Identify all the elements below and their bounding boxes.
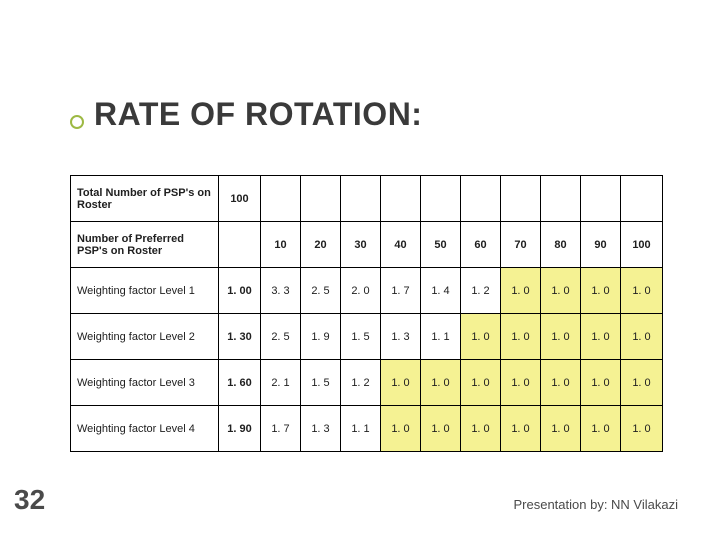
data-cell: 1. 0 [501, 406, 541, 452]
title-block: RATE OF ROTATION: [70, 96, 422, 133]
data-cell: 1. 0 [501, 268, 541, 314]
data-cell: 3. 3 [261, 268, 301, 314]
data-cell: 1. 9 [301, 314, 341, 360]
data-cell: 1. 3 [381, 314, 421, 360]
data-cell: 1. 5 [341, 314, 381, 360]
row-factor: 1. 60 [219, 360, 261, 406]
data-cell: 1. 0 [621, 406, 663, 452]
header-total-label: Total Number of PSP's on Roster [71, 176, 219, 222]
col-header: 60 [461, 222, 501, 268]
data-cell: 1. 0 [421, 406, 461, 452]
data-cell: 2. 1 [261, 360, 301, 406]
data-cell: 2. 0 [341, 268, 381, 314]
empty-cell [301, 176, 341, 222]
row-factor: 1. 90 [219, 406, 261, 452]
data-cell: 1. 2 [461, 268, 501, 314]
page-number: 32 [14, 484, 45, 516]
header-preferred-label: Number of Preferred PSP's on Roster [71, 222, 219, 268]
empty-cell [621, 176, 663, 222]
rotation-table: Total Number of PSP's on Roster100Number… [70, 175, 662, 452]
data-cell: 1. 1 [421, 314, 461, 360]
col-header: 80 [541, 222, 581, 268]
row-label: Weighting factor Level 4 [71, 406, 219, 452]
data-cell: 1. 0 [541, 314, 581, 360]
data-cell: 1. 0 [381, 360, 421, 406]
empty-cell [461, 176, 501, 222]
data-cell: 2. 5 [261, 314, 301, 360]
data-cell: 1. 0 [461, 406, 501, 452]
data-cell: 1. 5 [301, 360, 341, 406]
empty-cell [219, 222, 261, 268]
data-cell: 1. 0 [501, 360, 541, 406]
data-cell: 1. 2 [341, 360, 381, 406]
data-cell: 1. 0 [541, 406, 581, 452]
data-cell: 1. 1 [341, 406, 381, 452]
col-header: 100 [621, 222, 663, 268]
col-header: 50 [421, 222, 461, 268]
data-cell: 1. 0 [581, 314, 621, 360]
col-header: 90 [581, 222, 621, 268]
data-cell: 1. 0 [541, 268, 581, 314]
col-header: 20 [301, 222, 341, 268]
data-cell: 1. 0 [581, 360, 621, 406]
col-header: 40 [381, 222, 421, 268]
row-factor: 1. 00 [219, 268, 261, 314]
data-cell: 1. 0 [501, 314, 541, 360]
col-header: 70 [501, 222, 541, 268]
row-label: Weighting factor Level 3 [71, 360, 219, 406]
data-cell: 1. 7 [381, 268, 421, 314]
empty-cell [381, 176, 421, 222]
data-cell: 1. 0 [621, 360, 663, 406]
data-cell: 1. 0 [461, 314, 501, 360]
data-table: Total Number of PSP's on Roster100Number… [70, 175, 663, 452]
empty-cell [541, 176, 581, 222]
footer-credit: Presentation by: NN Vilakazi [513, 497, 678, 512]
empty-cell [341, 176, 381, 222]
data-cell: 1. 0 [581, 268, 621, 314]
data-cell: 1. 0 [461, 360, 501, 406]
col-header: 30 [341, 222, 381, 268]
page-title: RATE OF ROTATION: [94, 96, 422, 133]
bullet-icon [70, 115, 84, 129]
row-label: Weighting factor Level 2 [71, 314, 219, 360]
row-label: Weighting factor Level 1 [71, 268, 219, 314]
col-header: 10 [261, 222, 301, 268]
data-cell: 1. 3 [301, 406, 341, 452]
data-cell: 1. 0 [541, 360, 581, 406]
empty-cell [421, 176, 461, 222]
data-cell: 1. 7 [261, 406, 301, 452]
empty-cell [581, 176, 621, 222]
data-cell: 1. 0 [621, 268, 663, 314]
data-cell: 1. 0 [381, 406, 421, 452]
empty-cell [261, 176, 301, 222]
data-cell: 1. 0 [621, 314, 663, 360]
data-cell: 1. 0 [421, 360, 461, 406]
empty-cell [501, 176, 541, 222]
data-cell: 2. 5 [301, 268, 341, 314]
row-factor: 1. 30 [219, 314, 261, 360]
header-total-value: 100 [219, 176, 261, 222]
data-cell: 1. 4 [421, 268, 461, 314]
data-cell: 1. 0 [581, 406, 621, 452]
